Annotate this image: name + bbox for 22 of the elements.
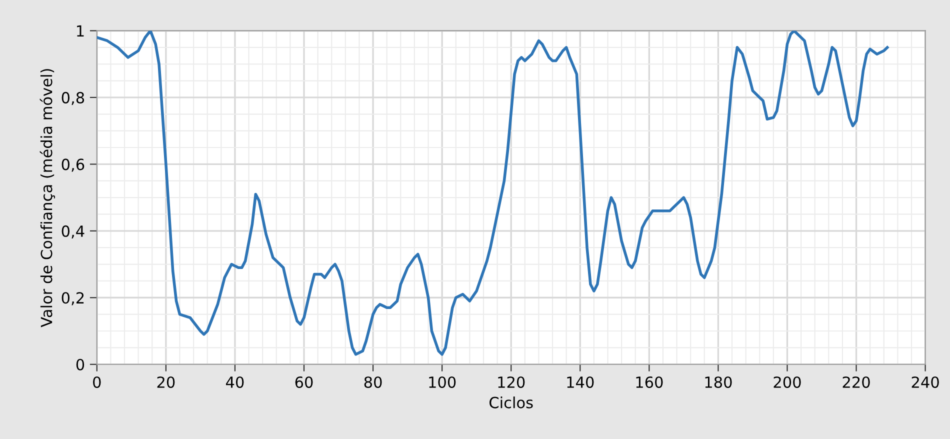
y-tick-label: 0,8: [62, 92, 84, 106]
x-tick-label: 0: [93, 376, 101, 388]
x-tick-label: 140: [567, 376, 594, 388]
x-tick-label: 220: [842, 376, 870, 388]
x-tick-label: 60: [295, 376, 313, 388]
x-tick-label: 80: [364, 376, 382, 388]
x-tick-label: 160: [636, 376, 663, 388]
y-axis-title: Valor de Confiança (média móvel): [40, 69, 56, 328]
x-tick-label: 120: [498, 376, 525, 388]
x-axis-title: Ciclos: [490, 396, 533, 408]
x-tick-label: 180: [705, 376, 732, 388]
line-series: [96, 30, 889, 356]
y-tick-label: 0,4: [62, 225, 84, 238]
y-tick-label: 0: [76, 358, 84, 370]
y-tick-label: 1: [77, 25, 84, 37]
x-tick-label: 20: [157, 376, 175, 388]
x-tick-label: 40: [226, 376, 244, 388]
y-tick-label: 0,6: [62, 158, 84, 172]
x-tick-label: 240: [912, 376, 939, 388]
y-tick-label: 0,2: [62, 292, 84, 306]
x-tick-label: 100: [429, 376, 456, 388]
x-tick-label: 200: [774, 376, 801, 388]
